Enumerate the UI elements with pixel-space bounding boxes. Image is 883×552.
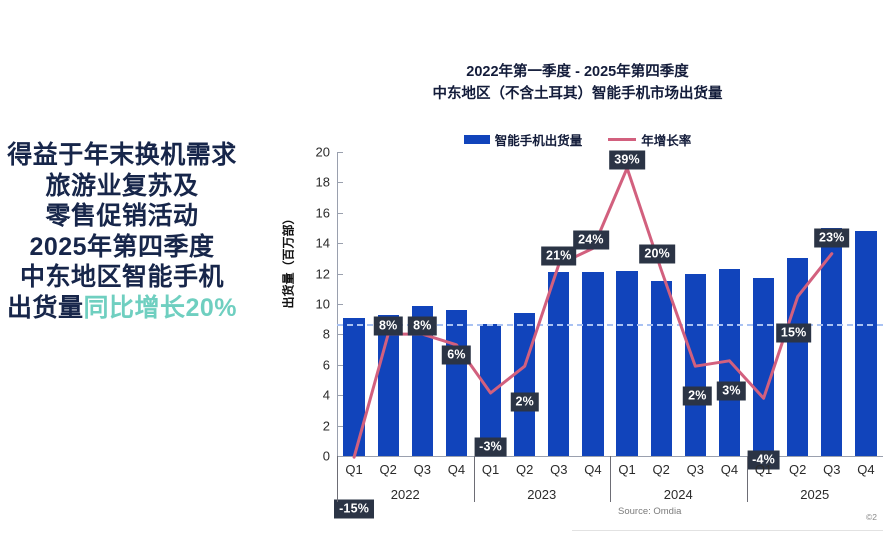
x-label-Q3-2023: Q3 — [550, 462, 568, 477]
bar-Q1-2022[interactable] — [343, 317, 365, 456]
year-separator-2025 — [746, 456, 748, 502]
x-year-label-2022: 2022 — [390, 487, 420, 502]
x-label-Q1-2023: Q1 — [481, 462, 500, 477]
y-tick-mark-14 — [337, 243, 343, 245]
growth-label-Q3-2023: 21% — [541, 246, 577, 266]
year-separator-2023 — [473, 456, 475, 502]
growth-label-Q1-2024: 39% — [609, 150, 645, 170]
y-tick-label-0: 0 — [322, 448, 330, 464]
bar-Q1-2025[interactable] — [752, 278, 775, 456]
bar-Q3-2025[interactable] — [821, 228, 843, 456]
y-tick-label-18: 18 — [315, 174, 330, 190]
y-tick-mark-2 — [337, 425, 343, 427]
y-axis-tick-labels: 0 2 4 6 8 10 12 14 16 18 20 — [286, 145, 330, 464]
bar-Q1-2023[interactable] — [479, 323, 502, 456]
growth-label-Q3-2025: 23% — [814, 228, 850, 248]
x-label-Q2-2023: Q2 — [516, 462, 534, 477]
y-tick-mark-8 — [337, 334, 343, 336]
chart-legend: 智能手机出货量 年增长率 — [272, 130, 883, 149]
x-label-Q3-2025: Q3 — [823, 462, 841, 477]
growth-label-Q3-2024: 2% — [683, 386, 712, 406]
plot-area: -15% 8% 8% 6% -3% 2% 21% 24% 39% 20% 2% 3% -4% 15% 23% — [334, 150, 883, 519]
y-tick-label-10: 10 — [315, 296, 330, 312]
y-tick-mark-20 — [337, 152, 343, 153]
chart-title-line-2: 中东地区（不含土耳其）智能手机市场出货量 — [432, 85, 723, 102]
growth-label-Q2-2022: 8% — [373, 316, 403, 336]
y-tick-label-20: 20 — [315, 144, 330, 160]
growth-label-Q1-2025: -4% — [747, 450, 780, 470]
headline-line-3: 零售促销活动 — [45, 202, 199, 230]
y-tick-mark-0 — [337, 456, 343, 457]
growth-label-Q4-2022: 6% — [442, 345, 471, 365]
x-year-label-2025: 2025 — [800, 487, 830, 502]
bar-Q1-2024[interactable] — [616, 270, 638, 456]
chart-title: 2022年第一季度 - 2025年第四季度 中东地区（不含土耳其）智能手机市场出… — [272, 62, 883, 106]
headline-line-6-prefix: 出货量 — [6, 293, 84, 322]
bar-Q4-2023[interactable] — [582, 272, 604, 456]
bar-Q3-2023[interactable] — [548, 272, 570, 456]
growth-label-Q4-2023: 24% — [573, 230, 609, 250]
year-separator-2024 — [610, 456, 611, 502]
legend-label-shipments: 智能手机出货量 — [494, 134, 583, 148]
x-label-Q1-2022: Q1 — [345, 462, 363, 477]
x-label-Q4-2023: Q4 — [584, 462, 602, 477]
growth-label-Q2-2024: 20% — [639, 244, 675, 264]
bar-Q3-2022[interactable] — [411, 305, 433, 456]
y-tick-mark-6 — [337, 364, 343, 366]
x-year-label-2023: 2023 — [527, 487, 557, 502]
x-label-Q3-2024: Q3 — [686, 462, 704, 477]
chart-title-line-1: 2022年第一季度 - 2025年第四季度 — [466, 64, 689, 80]
y-tick-mark-12 — [337, 273, 343, 275]
x-label-Q1-2025: Q1 — [754, 462, 773, 477]
legend-line-swatch-icon — [608, 138, 637, 141]
y-tick-mark-16 — [337, 212, 343, 214]
growth-label-Q1-2023: -3% — [474, 437, 507, 457]
x-label-Q2-2025: Q2 — [789, 462, 807, 477]
chart-panel: 2022年第一季度 - 2025年第四季度 中东地区（不含土耳其）智能手机市场出… — [272, 0, 883, 552]
y-tick-label-16: 16 — [315, 205, 330, 221]
bottom-divider — [572, 530, 883, 531]
legend-item-shipments: 智能手机出货量 — [463, 130, 583, 149]
headline-line-6: 出货量同比增长20% — [0, 293, 258, 324]
headline-line-1: 得益于年末换机需求 — [7, 141, 237, 169]
growth-label-Q2-2023: 2% — [510, 392, 539, 412]
x-year-label-2024: 2024 — [663, 487, 693, 502]
x-label-Q2-2024: Q2 — [652, 462, 670, 477]
headline-line-2: 旅游业复苏及 — [45, 171, 199, 200]
source-note: Source: Omdia — [618, 506, 682, 517]
copyright-note: ©2 — [866, 512, 877, 522]
y-tick-mark-4 — [337, 395, 343, 397]
y-tick-mark-10 — [337, 304, 343, 305]
growth-label-Q1-2022: -15% — [334, 499, 375, 519]
y-tick-label-12: 12 — [315, 266, 330, 282]
bar-Q4-2025[interactable] — [855, 231, 877, 456]
x-label-Q4-2022: Q4 — [447, 462, 466, 477]
growth-label-Q4-2024: 3% — [717, 381, 746, 401]
y-tick-label-6: 6 — [322, 357, 330, 373]
legend-bar-swatch-icon — [463, 135, 490, 144]
y-tick-label-14: 14 — [315, 235, 330, 251]
average-reference-line-overlay — [337, 323, 883, 326]
x-label-Q2-2022: Q2 — [379, 462, 397, 477]
y-tick-label-8: 8 — [322, 326, 330, 342]
x-label-Q4-2024: Q4 — [720, 462, 739, 477]
y-tick-label-4: 4 — [322, 387, 330, 403]
headline-text: 得益于年末换机需求 旅游业复苏及 零售促销活动 2025年第四季度 中东地区智能… — [0, 140, 258, 323]
year-separator-2022 — [337, 456, 338, 502]
growth-label-Q3-2022: 8% — [408, 316, 437, 336]
x-label-Q4-2025: Q4 — [857, 462, 875, 477]
legend-item-growth: 年增长率 — [608, 130, 691, 149]
headline-line-4: 2025年第四季度 — [29, 232, 215, 261]
x-label-Q1-2024: Q1 — [618, 462, 636, 477]
growth-line-series — [352, 166, 834, 459]
x-label-Q3-2022: Q3 — [413, 462, 431, 477]
legend-label-growth: 年增长率 — [641, 134, 692, 148]
headline-highlight: 同比增长20% — [83, 293, 238, 322]
headline-line-5: 中东地区智能手机 — [19, 263, 224, 291]
y-tick-mark-18 — [337, 182, 343, 184]
growth-label-Q2-2025: 15% — [775, 323, 812, 343]
y-tick-label-2: 2 — [322, 418, 330, 434]
